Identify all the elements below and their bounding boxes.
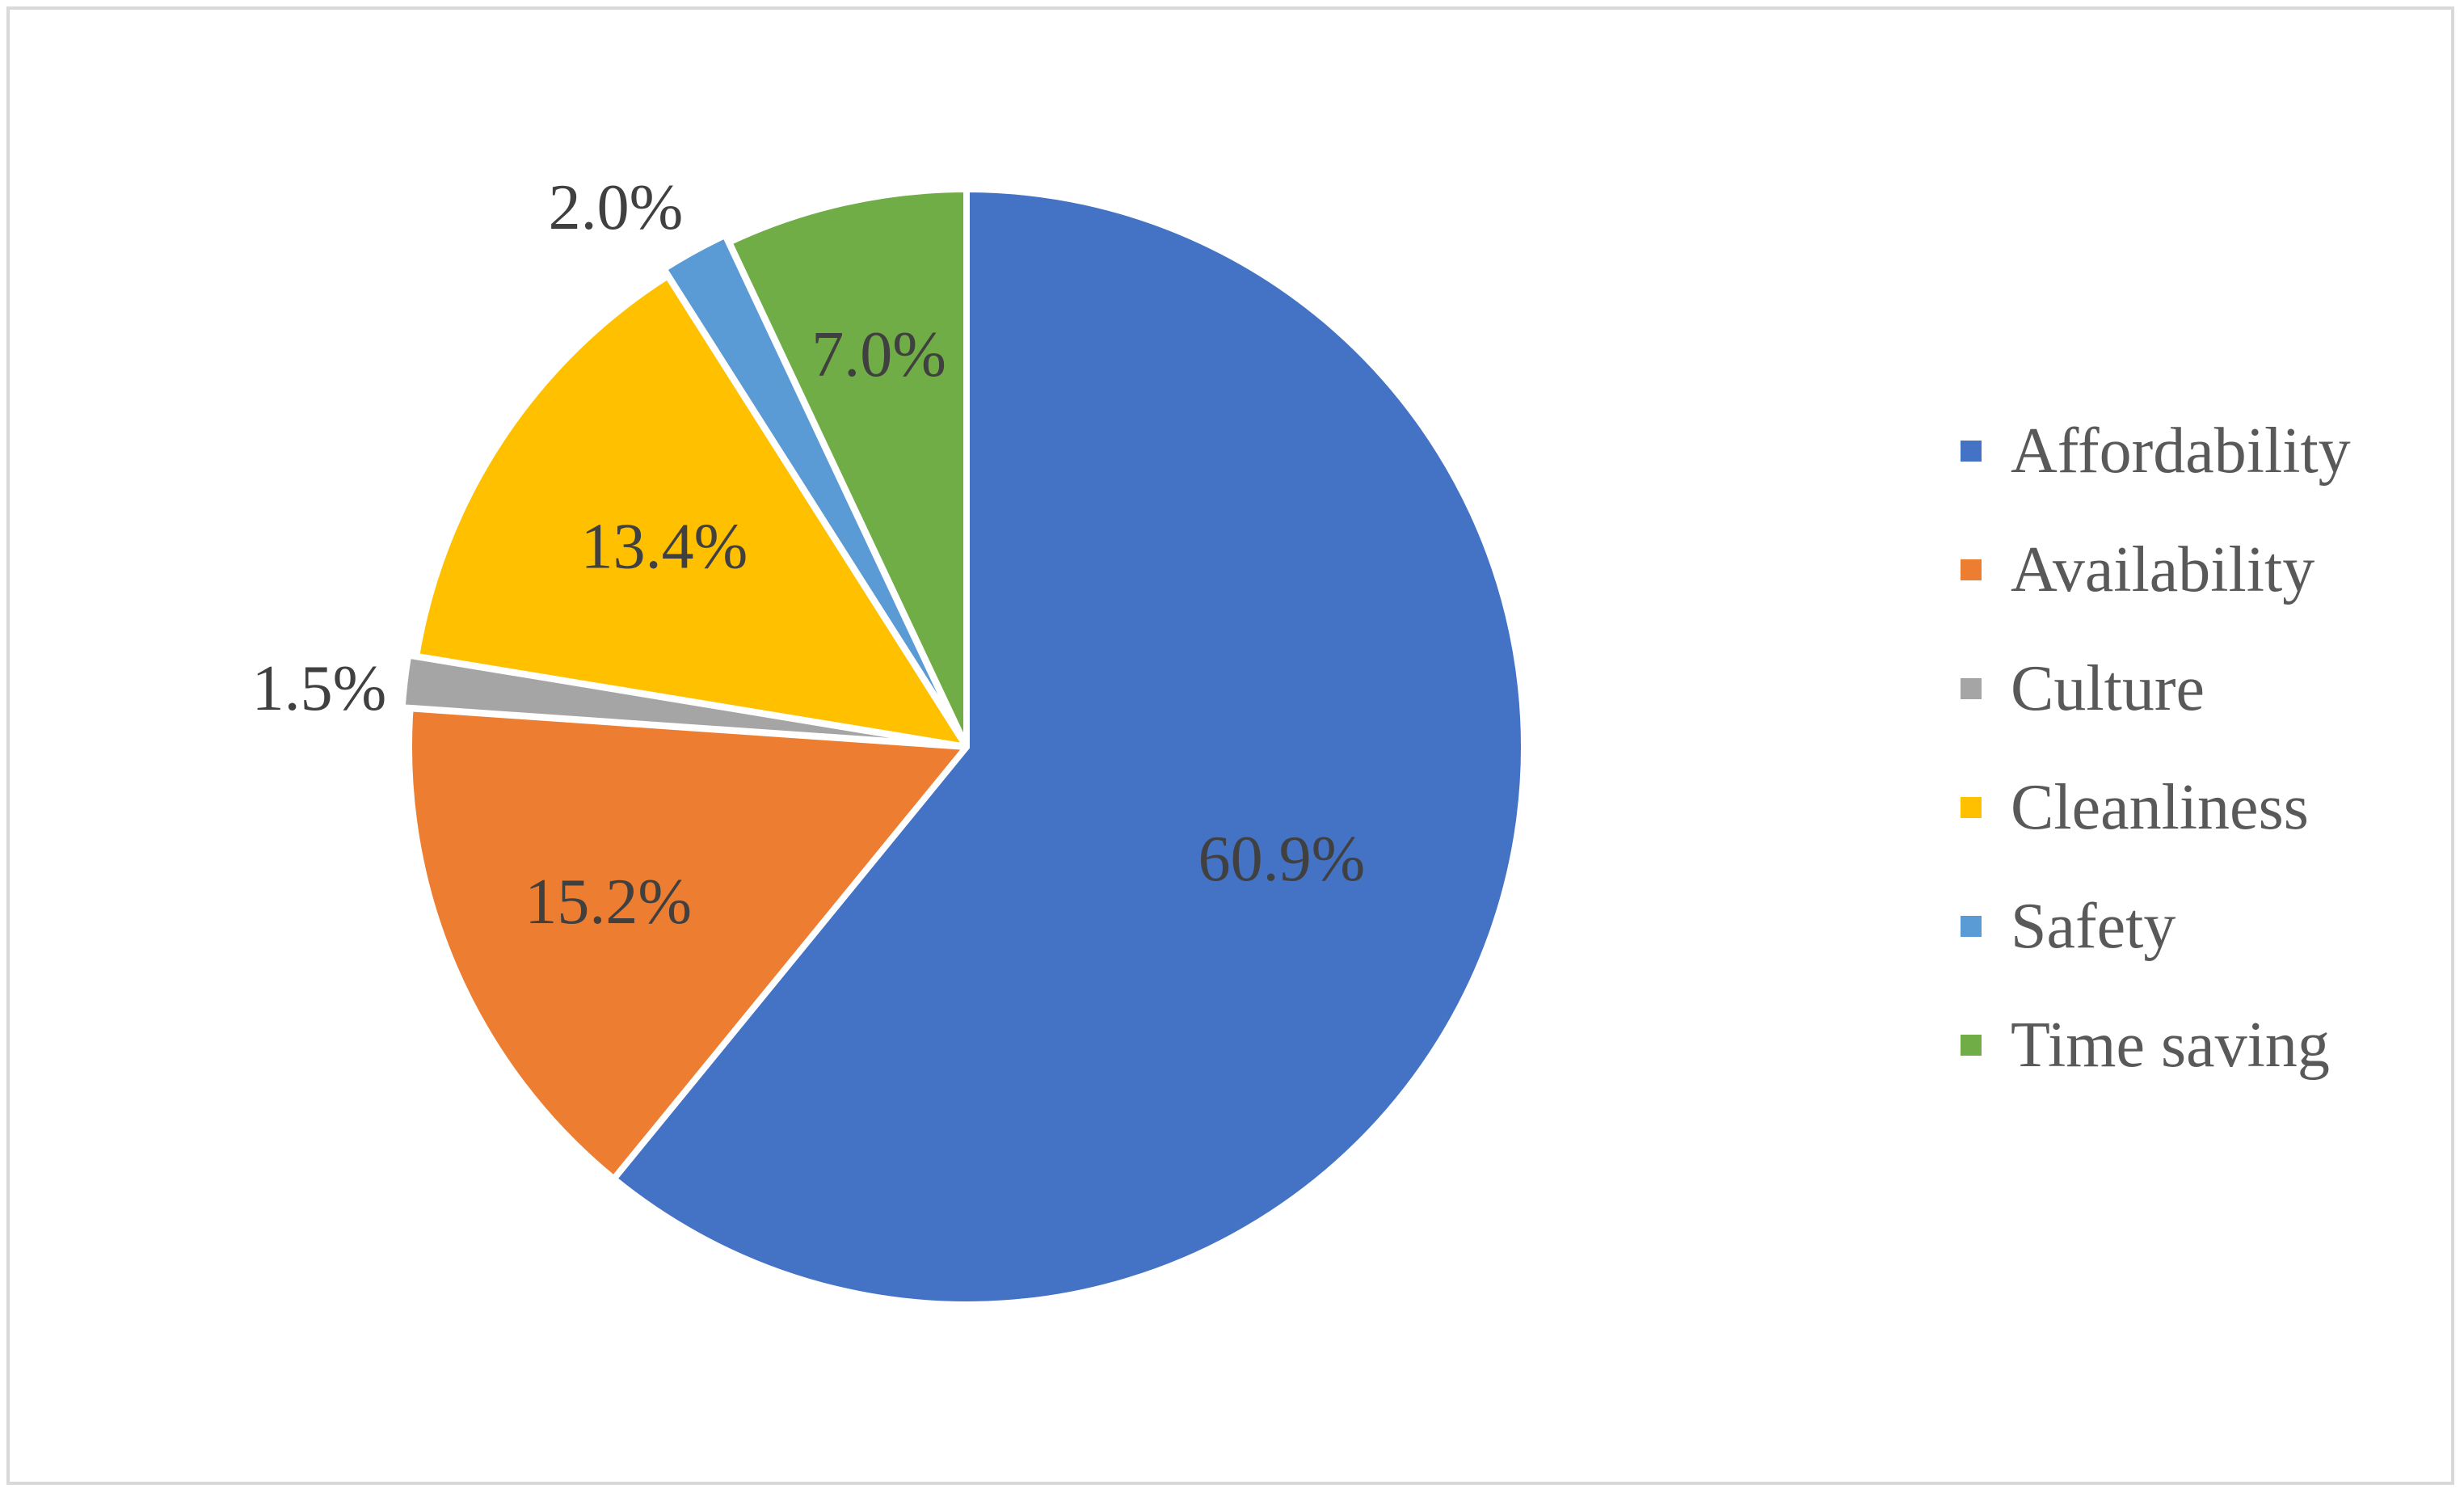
legend-label-affordability: Affordability <box>2011 415 2351 487</box>
data-label-affordability: 60.9% <box>1198 824 1366 895</box>
data-label-cleanliness: 13.4% <box>581 512 748 583</box>
pie-slice-time-saving <box>726 186 970 750</box>
legend-label-safety: Safety <box>2011 891 2175 962</box>
data-label-culture: 1.5% <box>252 653 387 724</box>
legend-swatch-affordability <box>1961 441 1982 462</box>
data-labels: 60.9% 15.2% 1.5% 13.4% 2.0% 7.0% <box>252 172 1366 938</box>
legend: Affordability Availability Culture Cleanlin… <box>1961 415 2351 1081</box>
pie-slices <box>398 186 1527 1308</box>
legend-swatch-availability <box>1961 559 1982 580</box>
legend-swatch-time-saving <box>1961 1035 1982 1056</box>
pie-slice-safety <box>660 231 967 744</box>
pie-slice-cleanliness <box>413 272 970 750</box>
legend-label-culture: Culture <box>2011 653 2205 724</box>
data-label-availability: 15.2% <box>524 867 692 938</box>
legend-label-availability: Availability <box>2011 534 2314 605</box>
pie-slice-availability <box>406 705 970 1183</box>
pie-slice-affordability <box>610 186 1527 1308</box>
legend-swatch-cleanliness <box>1961 797 1982 818</box>
legend-label-cleanliness: Cleanliness <box>2011 772 2309 843</box>
legend-swatch-safety <box>1961 916 1982 937</box>
data-label-time-saving: 7.0% <box>811 319 946 390</box>
legend-label-time-saving: Time saving <box>2011 1010 2330 1081</box>
legend-swatch-culture <box>1961 678 1982 699</box>
data-label-safety: 2.0% <box>549 172 684 243</box>
